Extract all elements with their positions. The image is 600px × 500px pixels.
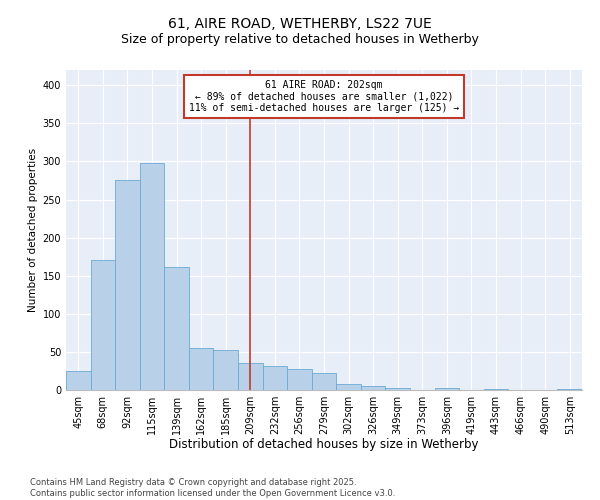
Text: Contains HM Land Registry data © Crown copyright and database right 2025.
Contai: Contains HM Land Registry data © Crown c…	[30, 478, 395, 498]
Bar	[91, 260, 115, 390]
Text: 61 AIRE ROAD: 202sqm
← 89% of detached houses are smaller (1,022)
11% of semi-de: 61 AIRE ROAD: 202sqm ← 89% of detached h…	[189, 80, 459, 113]
Bar	[263, 366, 287, 390]
Text: 61, AIRE ROAD, WETHERBY, LS22 7UE: 61, AIRE ROAD, WETHERBY, LS22 7UE	[168, 18, 432, 32]
Bar	[287, 368, 312, 390]
X-axis label: Distribution of detached houses by size in Wetherby: Distribution of detached houses by size …	[169, 438, 479, 452]
Bar	[115, 180, 140, 390]
Bar	[336, 384, 361, 390]
Text: Size of property relative to detached houses in Wetherby: Size of property relative to detached ho…	[121, 32, 479, 46]
Bar	[238, 364, 263, 390]
Bar	[312, 373, 336, 390]
Bar	[484, 389, 508, 390]
Y-axis label: Number of detached properties: Number of detached properties	[28, 148, 38, 312]
Bar	[361, 386, 385, 390]
Bar	[557, 389, 582, 390]
Bar	[66, 371, 91, 390]
Bar	[189, 348, 214, 390]
Bar	[140, 163, 164, 390]
Bar	[434, 388, 459, 390]
Bar	[214, 350, 238, 390]
Bar	[164, 266, 189, 390]
Bar	[385, 388, 410, 390]
